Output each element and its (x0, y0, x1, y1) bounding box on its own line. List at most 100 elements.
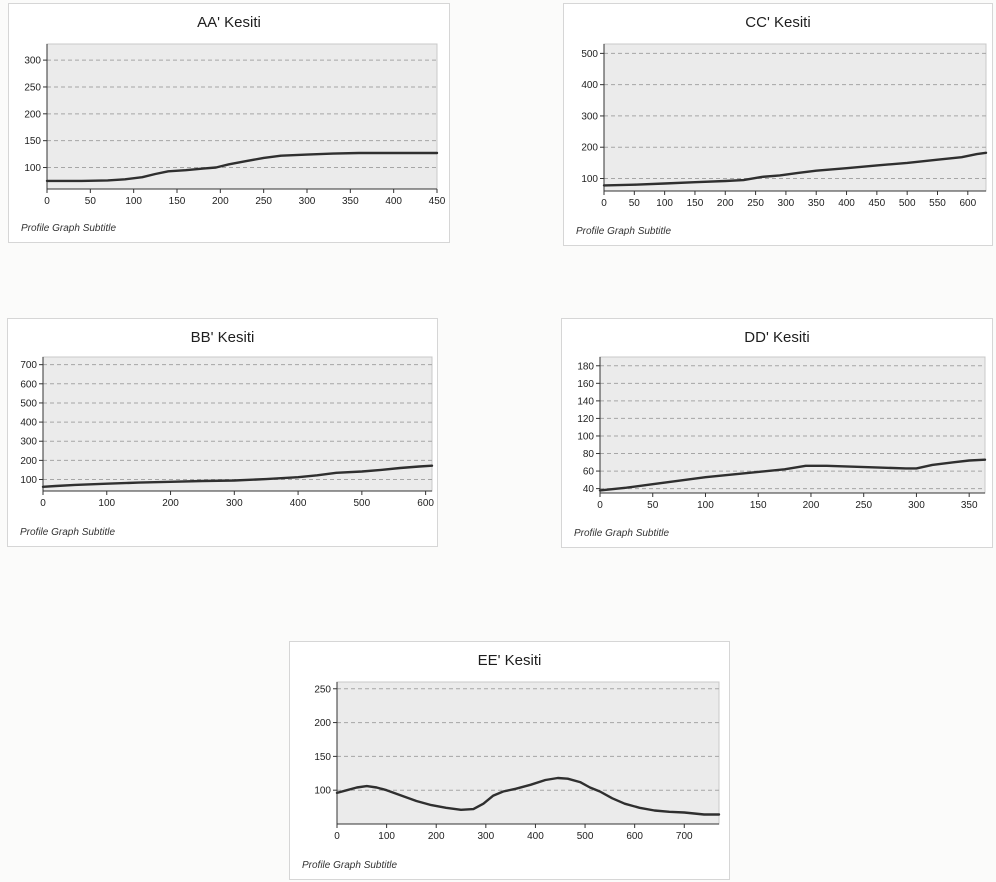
x-tick-label: 250 (747, 198, 764, 209)
x-tick-label: 0 (44, 196, 50, 207)
x-tick-label: 100 (697, 500, 714, 511)
profile-line (41, 464, 434, 488)
x-tick-label: 0 (40, 498, 46, 509)
plot-area (599, 356, 986, 494)
chart-title: BB' Kesiti (190, 329, 255, 346)
profile-line (335, 776, 721, 816)
chart-panel-bb: BB' Kesiti 100 200 300 400 500 600 700 0 100 200 3… (7, 318, 438, 547)
chart-subtitle: Profile Graph Subtitle (20, 527, 116, 538)
y-tick-label: 200 (314, 718, 331, 729)
chart-title: AA' Kesiti (197, 14, 261, 31)
y-tick-label: 300 (20, 437, 37, 448)
plot-area (42, 356, 433, 492)
x-tick-label: 200 (428, 831, 445, 842)
x-tick-label: 600 (959, 198, 976, 209)
chart-panel-aa: AA' Kesiti 100 150 200 250 300 0 50 100 150 200 25… (8, 3, 450, 243)
x-tick-label: 400 (290, 498, 307, 509)
x-tick-label: 200 (162, 498, 179, 509)
x-tick-label: 200 (717, 198, 734, 209)
profile-line (602, 151, 988, 187)
y-tick-label: 100 (20, 475, 37, 486)
y-tick-label: 140 (577, 396, 594, 407)
y-tick-label: 300 (581, 111, 598, 122)
x-tick-label: 600 (417, 498, 434, 509)
y-tick-label: 150 (314, 752, 331, 763)
x-tick-label: 300 (477, 831, 494, 842)
x-tick-label: 300 (299, 196, 316, 207)
x-tick-label: 500 (354, 498, 371, 509)
x-tick-label: 550 (929, 198, 946, 209)
x-tick-label: 350 (808, 198, 825, 209)
profile-chart-bb: 100 200 300 400 500 600 700 0 100 200 300 400 500 600 (20, 356, 434, 509)
x-tick-label: 100 (656, 198, 673, 209)
y-tick-label: 500 (20, 398, 37, 409)
x-tick-label: 100 (378, 831, 395, 842)
x-tick-label: 50 (647, 500, 659, 511)
y-tick-label: 60 (583, 467, 595, 478)
x-tick-label: 0 (334, 831, 340, 842)
x-tick-label: 250 (855, 500, 872, 511)
y-tick-label: 300 (24, 56, 41, 67)
y-tick-label: 120 (577, 414, 594, 425)
x-tick-label: 350 (342, 196, 359, 207)
x-tick-label: 500 (577, 831, 594, 842)
y-tick-label: 160 (577, 379, 594, 390)
profile-chart-aa: 100 150 200 250 300 0 50 100 150 200 250 300 350 400 4… (24, 43, 446, 207)
x-tick-label: 0 (601, 198, 607, 209)
y-tick-label: 40 (583, 484, 595, 495)
x-tick-label: 450 (429, 196, 446, 207)
y-tick-label: 200 (20, 456, 37, 467)
y-tick-label: 700 (20, 360, 37, 371)
x-tick-label: 250 (255, 196, 272, 207)
chart-subtitle: Profile Graph Subtitle (302, 860, 398, 871)
x-tick-label: 450 (869, 198, 886, 209)
x-tick-label: 300 (908, 500, 925, 511)
y-tick-label: 400 (20, 418, 37, 429)
x-tick-label: 350 (961, 500, 978, 511)
y-tick-label: 200 (24, 109, 41, 120)
x-tick-label: 300 (226, 498, 243, 509)
plot-area (336, 681, 720, 825)
y-tick-label: 180 (577, 361, 594, 372)
y-tick-label: 250 (24, 82, 41, 93)
x-tick-label: 400 (527, 831, 544, 842)
x-tick-label: 400 (385, 196, 402, 207)
chart-title: EE' Kesiti (477, 652, 542, 669)
x-tick-label: 150 (169, 196, 186, 207)
plot-area (603, 43, 987, 192)
chart-subtitle: Profile Graph Subtitle (574, 528, 670, 539)
x-tick-label: 150 (750, 500, 767, 511)
x-tick-label: 50 (629, 198, 641, 209)
x-tick-label: 300 (778, 198, 795, 209)
chart-panel-cc: CC' Kesiti 100 200 300 400 500 0 50 100 150 200 25… (563, 3, 993, 246)
y-tick-label: 100 (24, 163, 41, 174)
x-tick-label: 200 (212, 196, 229, 207)
x-tick-label: 500 (899, 198, 916, 209)
y-tick-label: 80 (583, 449, 595, 460)
y-tick-label: 500 (581, 49, 598, 60)
x-tick-label: 100 (125, 196, 142, 207)
y-tick-label: 100 (314, 786, 331, 797)
x-tick-label: 400 (838, 198, 855, 209)
profile-chart-ee: 100 150 200 250 0 100 200 300 400 500 600 700 (314, 681, 721, 842)
y-tick-label: 150 (24, 136, 41, 147)
y-tick-label: 100 (581, 174, 598, 185)
profile-line (598, 458, 987, 492)
x-tick-label: 150 (687, 198, 704, 209)
y-tick-label: 600 (20, 379, 37, 390)
chart-panel-ee: EE' Kesiti 100 150 200 250 0 100 200 300 400 500 6… (289, 641, 730, 880)
y-tick-label: 200 (581, 143, 598, 154)
x-tick-label: 700 (676, 831, 693, 842)
x-tick-label: 50 (85, 196, 97, 207)
y-tick-label: 100 (577, 431, 594, 442)
profile-chart-cc: 100 200 300 400 500 0 50 100 150 200 250 300 350 400 4… (581, 43, 988, 209)
x-tick-label: 600 (626, 831, 643, 842)
y-tick-label: 250 (314, 684, 331, 695)
chart-panel-dd: DD' Kesiti 40 60 80 100 120 140 160 180 0 50 100 15… (561, 318, 993, 548)
x-tick-label: 0 (597, 500, 603, 511)
x-tick-label: 100 (98, 498, 115, 509)
y-tick-label: 400 (581, 80, 598, 91)
x-tick-label: 200 (803, 500, 820, 511)
plot-area (46, 43, 438, 190)
chart-title: DD' Kesiti (744, 329, 810, 346)
